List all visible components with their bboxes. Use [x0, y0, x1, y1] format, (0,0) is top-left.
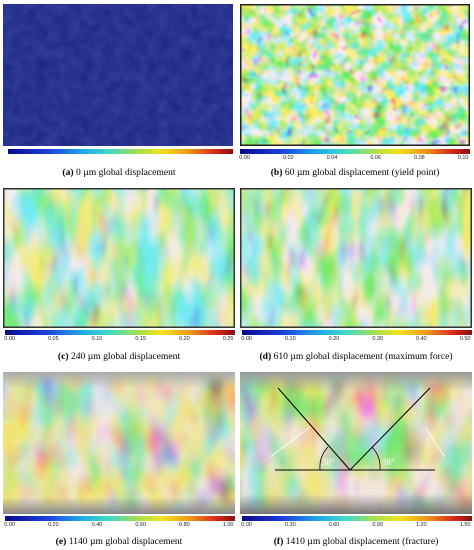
tick-label: 0.04 — [326, 155, 338, 161]
tick-label: 0.40 — [416, 336, 427, 342]
caption-c: (c) 240 µm global displacement — [57, 351, 181, 362]
tick-label: 0.02 — [282, 155, 294, 161]
strain-map-e — [3, 372, 235, 514]
tick-label: 0.08 — [414, 155, 425, 161]
colorbar-a — [8, 149, 233, 154]
strain-map-f: 38° 38° — [240, 372, 472, 514]
tick-label: 0.15 — [135, 336, 147, 342]
caption-e: (e) 1140 µm global displacement — [55, 536, 183, 547]
tick-label: 0.30 — [284, 522, 296, 528]
ticks-d: 0.00 0.10 0.20 0.30 0.40 0.50 — [241, 336, 472, 344]
shear-band-lines — [269, 387, 446, 471]
ticks-b: 0.00 0.02 0.04 0.06 0.08 0.10 — [239, 155, 470, 163]
tick-label: 0.10 — [91, 336, 103, 342]
tick-label: 0.00 — [241, 522, 252, 528]
colorbar-d — [242, 330, 472, 335]
tick-label: 0.05 — [47, 336, 59, 342]
strain-map-c — [3, 188, 235, 328]
tick-label: 0.00 — [4, 336, 15, 342]
tick-label: 0.06 — [370, 155, 382, 161]
tick-label: 0.00 — [239, 155, 250, 161]
tick-label: 0.10 — [284, 336, 296, 342]
caption-a: (a) 0 µm global displacement — [62, 167, 176, 178]
strain-map-a — [3, 4, 233, 146]
colorbar-c — [5, 330, 235, 335]
angle-label-left: 38° — [322, 457, 335, 467]
ticks-e: 0.00 0.20 0.40 0.60 0.80 1.00 — [4, 522, 235, 530]
tick-label: 0.60 — [135, 522, 147, 528]
ticks-c: 0.00 0.05 0.10 0.15 0.20 0.25 — [4, 336, 235, 344]
tick-label: 0.00 — [4, 522, 15, 528]
tick-label: 1.20 — [416, 522, 427, 528]
caption-f: (f) 1410 µm global displacement (fractur… — [273, 536, 439, 547]
tick-label: 0.20 — [328, 336, 340, 342]
tick-label: 0.30 — [372, 336, 384, 342]
tick-label: 1.50 — [459, 522, 471, 528]
tick-label: 0.50 — [459, 336, 471, 342]
tick-label: 0.60 — [328, 522, 340, 528]
tick-label: 0.25 — [222, 336, 234, 342]
tick-label: 0.10 — [457, 155, 469, 161]
strain-map-d — [240, 188, 472, 328]
ticks-f: 0.00 0.30 0.60 0.90 1.20 1.50 — [241, 522, 472, 530]
tick-label: 0.20 — [47, 522, 59, 528]
colorbar-f — [242, 516, 472, 521]
angle-label-right: 38° — [382, 457, 395, 467]
tick-label: 0.40 — [91, 522, 103, 528]
caption-b: (b) 60 µm global displacement (yield poi… — [270, 167, 440, 178]
tick-label: 1.00 — [222, 522, 234, 528]
colorbar-e — [5, 516, 235, 521]
colorbar-b — [240, 149, 470, 154]
tick-label: 0.00 — [241, 336, 252, 342]
caption-d: (d) 610 µm global displacement (maximum … — [259, 351, 453, 362]
tick-label: 0.20 — [179, 336, 190, 342]
tick-label: 0.90 — [372, 522, 384, 528]
strain-map-b — [240, 4, 470, 146]
tick-label: 0.80 — [179, 522, 190, 528]
